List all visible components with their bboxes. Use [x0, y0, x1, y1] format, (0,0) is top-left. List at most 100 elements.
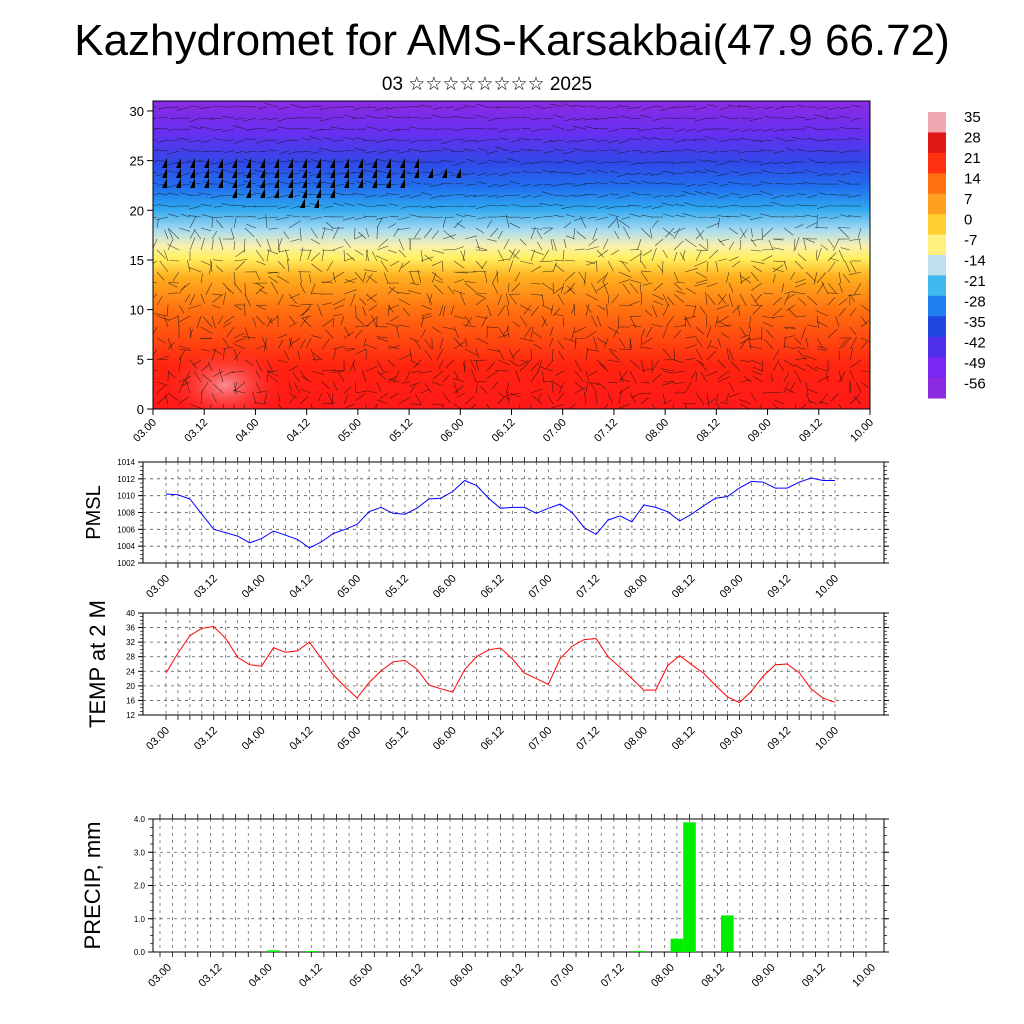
y-tick-label: 12 — [126, 711, 135, 720]
x-tick-label: 06.00 — [431, 725, 459, 753]
series-line — [165, 477, 835, 549]
y-tick-label: 3.0 — [134, 848, 146, 857]
colorbar-label: -56 — [964, 376, 986, 393]
y-tick-label: 1010 — [117, 492, 135, 501]
x-tick-label: 08.12 — [695, 417, 723, 445]
colorbar-label: 0 — [964, 212, 972, 229]
x-tick-label: 04.00 — [240, 725, 268, 753]
precip-bar — [721, 915, 734, 952]
colorbar-swatch — [928, 316, 946, 338]
cross-section-panel: 0 5 10 15 20 25 30 03.00 03.12 04.00 04.12 05.00 05… — [130, 100, 876, 445]
x-tick-label: 07.00 — [541, 417, 569, 445]
precip-bar — [683, 822, 696, 952]
y-tick-label: 1014 — [117, 458, 135, 467]
y-tick-label: 32 — [126, 638, 135, 647]
precip-panel: 0.0 1.0 2.0 3.0 4.0 03.00 03.12 04.00 04.12 05.00… — [80, 814, 889, 990]
x-tick-label: 10.00 — [850, 962, 878, 990]
x-tick-label: 08.12 — [699, 962, 727, 990]
y-tick-label: 25 — [130, 154, 144, 169]
x-tick-label: 09.00 — [718, 725, 746, 753]
precip-bar — [267, 950, 280, 952]
colorbar-swatch — [928, 377, 946, 399]
x-tick-label: 05.00 — [335, 725, 363, 753]
y-tick-label: 16 — [126, 696, 135, 705]
x-tick-label: 09.12 — [800, 962, 828, 990]
y-tick-label: 2.0 — [134, 882, 146, 891]
x-tick-label: 09.00 — [718, 573, 746, 601]
x-tick-label: 05.12 — [383, 725, 411, 753]
y-tick-label: 1004 — [117, 542, 135, 551]
x-tick-label: 05.12 — [398, 962, 426, 990]
x-tick-label: 03.00 — [144, 725, 172, 753]
y-tick-label: 1006 — [117, 525, 135, 534]
x-tick-label: 07.00 — [548, 962, 576, 990]
y-tick-label: 40 — [126, 609, 135, 618]
panel-frame — [142, 461, 885, 564]
x-tick-label: 05.00 — [347, 962, 375, 990]
y-tick-label: 24 — [126, 667, 135, 676]
precip-bar — [670, 938, 684, 952]
x-tick-label: 07.12 — [592, 417, 620, 445]
x-tick-label: 10.00 — [813, 725, 841, 753]
x-tick-label: 09.00 — [746, 417, 774, 445]
x-tick-label: 06.12 — [490, 417, 518, 445]
x-tick-label: 10.00 — [848, 417, 876, 445]
x-tick-label: 09.12 — [797, 417, 825, 445]
wind-barbs — [162, 158, 461, 208]
colorbar-swatch — [928, 152, 946, 174]
x-tick-label: 04.00 — [240, 573, 268, 601]
x-tick-label: 03.00 — [131, 417, 159, 445]
colorbar-label: -21 — [964, 273, 986, 290]
colorbar-label: -7 — [964, 232, 977, 249]
y-tick-label: 0.0 — [134, 948, 146, 957]
x-tick-label: 08.00 — [622, 725, 650, 753]
x-tick-label: 07.00 — [526, 725, 554, 753]
x-tick-label: 08.00 — [622, 573, 650, 601]
temp-panel: 12 16 20 24 28 32 36 40 03.00 03.12 04.00 04.12 05.0… — [85, 600, 889, 753]
x-tick-label: 08.00 — [649, 962, 677, 990]
x-tick-label: 10.00 — [813, 573, 841, 601]
colorbar-swatch — [928, 234, 946, 256]
page-title: Kazhydromet for AMS-Karsakbai(47.9 66.72… — [74, 16, 950, 65]
x-tick-label: 03.12 — [196, 962, 224, 990]
y-tick-label: 1008 — [117, 509, 135, 518]
colorbar-label: -42 — [964, 335, 986, 352]
colorbar-label: 21 — [964, 150, 981, 167]
x-tick-label: 03.00 — [144, 573, 172, 601]
x-tick-label: 06.12 — [479, 725, 507, 753]
warm-core — [165, 345, 285, 409]
y-axis-label: PMSL — [83, 485, 105, 539]
colorbar-label: 14 — [964, 171, 981, 188]
colorbar-label: -14 — [964, 253, 986, 270]
x-tick-label: 06.00 — [438, 417, 466, 445]
x-tick-label: 05.12 — [387, 417, 415, 445]
colorbar-label: -35 — [964, 314, 986, 331]
wind-vectors — [153, 103, 870, 409]
x-tick-label: 09.12 — [765, 573, 793, 601]
y-axis-label: PRECIP, mm — [80, 822, 105, 950]
y-tick-label: 4.0 — [134, 815, 146, 824]
colorbar-label: 35 — [964, 109, 981, 126]
x-tick-label: 04.12 — [285, 417, 313, 445]
x-tick-label: 03.12 — [192, 573, 220, 601]
y-tick-label: 20 — [126, 682, 135, 691]
page-subtitle: 03 ☆☆☆☆☆☆☆☆ 2025 — [381, 74, 593, 95]
colorbar-swatch — [928, 132, 946, 154]
x-tick-label: 04.12 — [288, 725, 316, 753]
x-tick-label: 03.12 — [182, 417, 210, 445]
x-tick-label: 06.12 — [479, 573, 507, 601]
x-tick-label: 03.00 — [146, 962, 174, 990]
pmsl-panel: 1002 1004 1006 1008 1010 1012 1014 03.00 03.12 04… — [83, 457, 889, 601]
colorbar-label: -28 — [964, 294, 986, 311]
y-tick-label: 36 — [126, 624, 135, 633]
x-tick-label: 06.00 — [431, 573, 459, 601]
y-tick-label: 1012 — [117, 475, 135, 484]
x-tick-label: 04.12 — [288, 573, 316, 601]
y-tick-label: 1.0 — [134, 915, 146, 924]
x-tick-label: 08.12 — [670, 725, 698, 753]
x-tick-label: 06.12 — [498, 962, 526, 990]
x-tick-label: 07.12 — [574, 725, 602, 753]
x-tick-label: 08.00 — [643, 417, 671, 445]
colorbar-swatch — [928, 357, 946, 379]
colorbar-swatch — [928, 336, 946, 358]
